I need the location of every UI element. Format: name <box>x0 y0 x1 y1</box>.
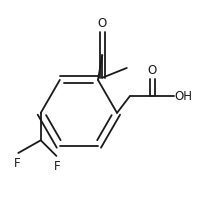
Text: OH: OH <box>175 90 193 103</box>
Text: O: O <box>98 17 107 30</box>
Text: F: F <box>54 160 61 173</box>
Text: F: F <box>14 157 21 170</box>
Text: O: O <box>148 64 157 77</box>
